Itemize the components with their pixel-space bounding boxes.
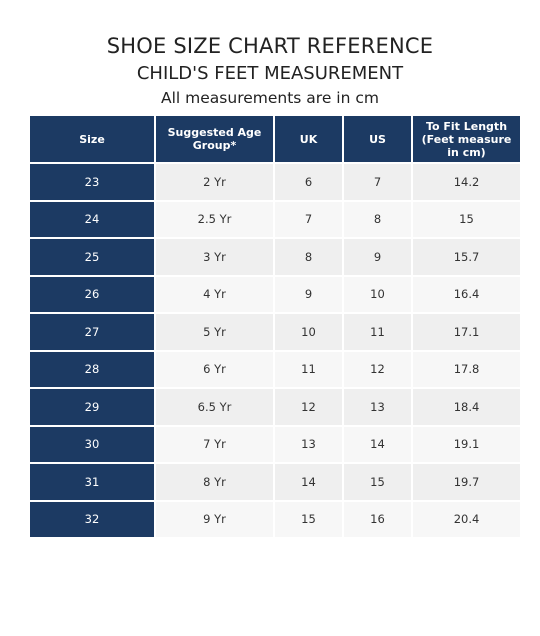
table-row: 26 4 Yr 9 10 16.4 xyxy=(30,276,520,312)
size-cell: 25 xyxy=(30,239,154,275)
table-cell: 15 xyxy=(344,464,411,500)
table-cell: 6 Yr xyxy=(156,351,273,387)
table-cell: 16 xyxy=(344,501,411,537)
table-cell: 20.4 xyxy=(413,501,520,537)
table-cell: 11 xyxy=(275,351,342,387)
table-cell: 6.5 Yr xyxy=(156,389,273,425)
table-cell: 5 Yr xyxy=(156,314,273,350)
table-cell: 12 xyxy=(275,389,342,425)
size-cell: 30 xyxy=(30,426,154,462)
size-table: Size Suggested Age Group* UK US To Fit Lengt… xyxy=(28,114,522,539)
table-cell: 16.4 xyxy=(413,276,520,312)
column-header: UK xyxy=(275,116,342,162)
table-cell: 8 xyxy=(344,201,411,237)
column-header: Size xyxy=(30,116,154,162)
table-row: 23 2 Yr 6 7 14.2 xyxy=(30,164,520,200)
table-cell: 7 Yr xyxy=(156,426,273,462)
table-cell: 6 xyxy=(275,164,342,200)
table-body: 23 2 Yr 6 7 14.2 24 2.5 Yr 7 8 15 25 3 Yr 8 9 15.7 26 4 … xyxy=(30,164,520,537)
table-cell: 17.8 xyxy=(413,351,520,387)
table-cell: 17.1 xyxy=(413,314,520,350)
table-cell: 3 Yr xyxy=(156,239,273,275)
table-cell: 15 xyxy=(413,201,520,237)
table-cell: 15 xyxy=(275,501,342,537)
table-cell: 4 Yr xyxy=(156,276,273,312)
table-cell: 8 xyxy=(275,239,342,275)
table-cell: 11 xyxy=(344,314,411,350)
table-cell: 10 xyxy=(344,276,411,312)
column-header: Suggested Age Group* xyxy=(156,116,273,162)
header-row: Size Suggested Age Group* UK US To Fit Lengt… xyxy=(30,116,520,162)
size-cell: 27 xyxy=(30,314,154,350)
table-cell: 7 xyxy=(275,201,342,237)
title: SHOE SIZE CHART REFERENCE xyxy=(106,34,434,58)
note: All measurements are in cm xyxy=(161,89,379,107)
table-cell: 10 xyxy=(275,314,342,350)
table-row: 28 6 Yr 11 12 17.8 xyxy=(30,351,520,387)
table-cell: 13 xyxy=(275,426,342,462)
size-cell: 29 xyxy=(30,389,154,425)
size-cell: 32 xyxy=(30,501,154,537)
table-row: 29 6.5 Yr 12 13 18.4 xyxy=(30,389,520,425)
subtitle: CHILD'S FEET MEASUREMENT xyxy=(136,63,404,84)
table-row: 24 2.5 Yr 7 8 15 xyxy=(30,201,520,237)
table-cell: 13 xyxy=(344,389,411,425)
table-cell: 19.1 xyxy=(413,426,520,462)
column-header: To Fit Length (Feet measure in cm) xyxy=(413,116,520,162)
column-header: US xyxy=(344,116,411,162)
table-cell: 19.7 xyxy=(413,464,520,500)
table-row: 30 7 Yr 13 14 19.1 xyxy=(30,426,520,462)
table-row: 27 5 Yr 10 11 17.1 xyxy=(30,314,520,350)
table-cell: 9 Yr xyxy=(156,501,273,537)
table-cell: 9 xyxy=(275,276,342,312)
table-cell: 9 xyxy=(344,239,411,275)
table-row: 25 3 Yr 8 9 15.7 xyxy=(30,239,520,275)
table-cell: 2 Yr xyxy=(156,164,273,200)
table-cell: 14 xyxy=(344,426,411,462)
table-cell: 14 xyxy=(275,464,342,500)
table-cell: 2.5 Yr xyxy=(156,201,273,237)
size-cell: 23 xyxy=(30,164,154,200)
table-row: 32 9 Yr 15 16 20.4 xyxy=(30,501,520,537)
table-cell: 12 xyxy=(344,351,411,387)
size-cell: 24 xyxy=(30,201,154,237)
table-cell: 8 Yr xyxy=(156,464,273,500)
size-cell: 31 xyxy=(30,464,154,500)
table-cell: 14.2 xyxy=(413,164,520,200)
size-cell: 26 xyxy=(30,276,154,312)
table-cell: 18.4 xyxy=(413,389,520,425)
table-row: 31 8 Yr 14 15 19.7 xyxy=(30,464,520,500)
table-cell: 7 xyxy=(344,164,411,200)
table-cell: 15.7 xyxy=(413,239,520,275)
size-cell: 28 xyxy=(30,351,154,387)
